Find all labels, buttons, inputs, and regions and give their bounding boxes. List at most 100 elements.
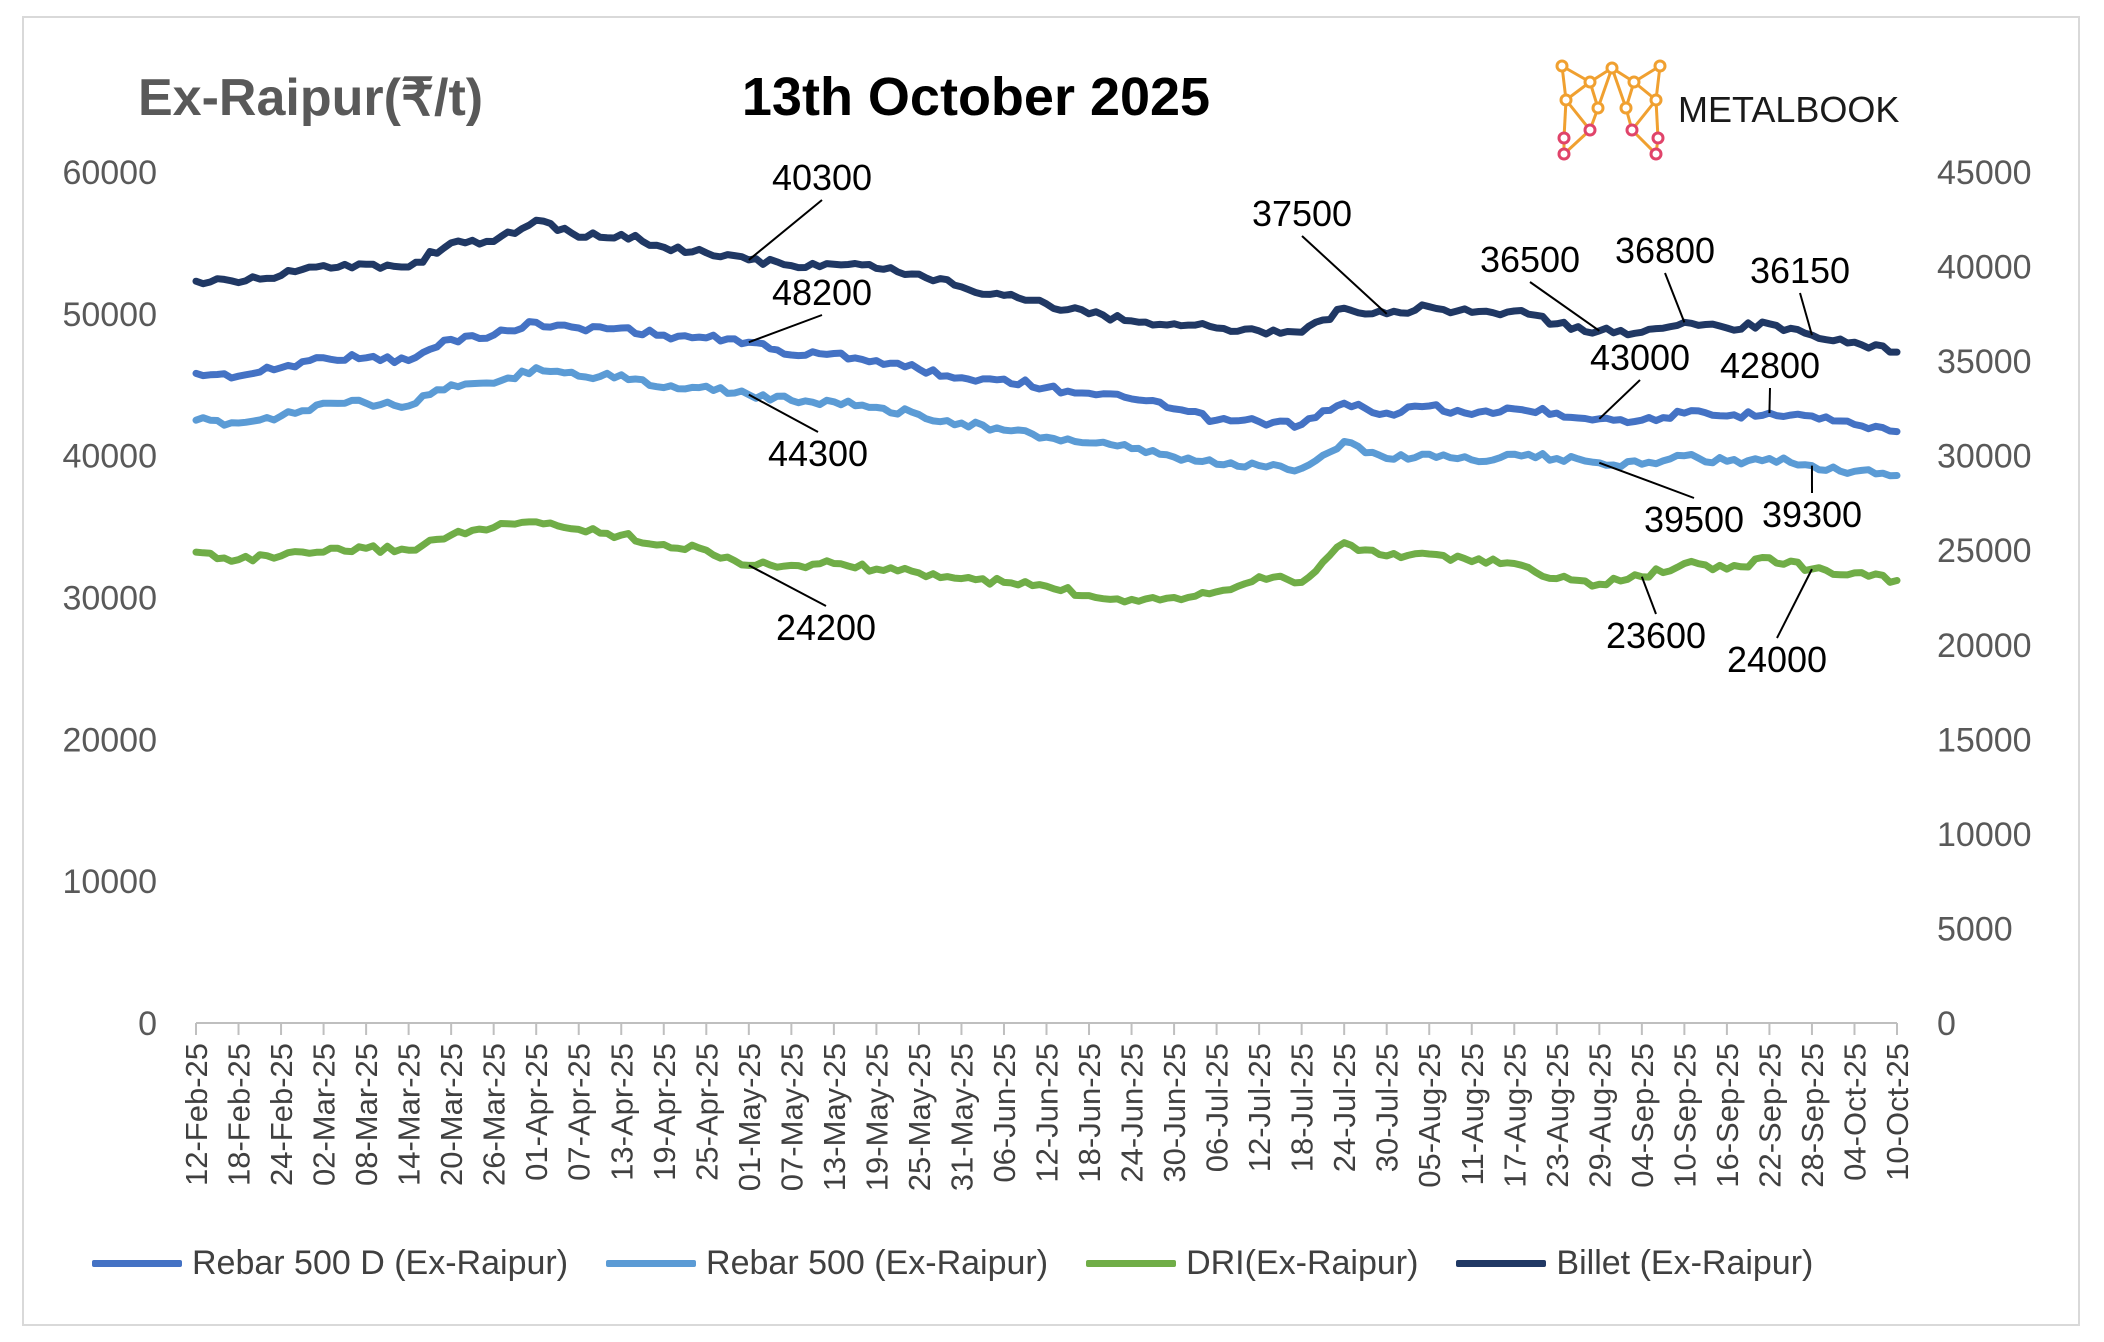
series-point [1768, 322, 1771, 325]
series-point [1853, 571, 1856, 574]
series-point [1130, 598, 1133, 601]
logo-node [1651, 131, 1665, 145]
legend-label: Billet (Ex-Raipur) [1556, 1244, 1814, 1282]
x-tick-label: 07-Apr-25 [562, 1043, 597, 1181]
data-label: 48200 [772, 272, 872, 313]
y-right-tick-label: 45000 [1937, 154, 2032, 192]
brand-name: METALBOOK [1678, 89, 1899, 130]
series-point [1002, 429, 1005, 432]
series-point [1428, 453, 1431, 456]
logo-node [1619, 101, 1633, 115]
series-point [1725, 460, 1728, 463]
series-point [450, 534, 453, 537]
series-point [1513, 309, 1516, 312]
series-point [1896, 474, 1898, 477]
series-point [237, 558, 240, 561]
x-tick-label: 24-Jul-25 [1327, 1043, 1362, 1172]
series-point [577, 375, 580, 378]
series-point [1002, 378, 1005, 381]
x-tick-label: 28-Sep-25 [1795, 1043, 1830, 1188]
y-right-tick-label: 5000 [1937, 910, 2013, 948]
annotation-leader [1799, 292, 1813, 336]
series-point [960, 376, 963, 379]
data-label: 36800 [1615, 230, 1715, 271]
x-tick-label: 11-Aug-25 [1455, 1043, 1490, 1185]
series-point [280, 554, 283, 557]
series-point [1896, 579, 1898, 582]
annotation-leader [1640, 576, 1657, 615]
series-point [790, 564, 793, 567]
series-point [1173, 407, 1176, 410]
series-point [620, 373, 623, 376]
annotation-layer: 40300 48200 44300 24200 37500 36500 36800 36150… [748, 157, 1862, 680]
legend-label: DRI(Ex-Raipur) [1186, 1244, 1419, 1282]
series-point [917, 571, 920, 574]
series-point [832, 400, 835, 403]
x-tick-label: 12-Feb-25 [179, 1043, 214, 1186]
annotation-leader [748, 564, 827, 607]
series-point [1045, 302, 1048, 305]
legend-item-dri[interactable]: DRI(Ex-Raipur) [1086, 1244, 1418, 1283]
x-tick-label: 25-May-25 [902, 1043, 937, 1191]
y-left-tick-label: 50000 [62, 296, 157, 334]
x-tick-label: 07-May-25 [774, 1043, 809, 1191]
x-tick-label: 24-Feb-25 [264, 1043, 299, 1186]
y-left-tick-label: 10000 [62, 863, 157, 901]
series-point [1725, 327, 1728, 330]
series-point [1470, 560, 1473, 563]
series-point [450, 383, 453, 386]
series-point [1343, 440, 1346, 443]
x-tick-label: 18-Feb-25 [222, 1043, 257, 1186]
series-point [1640, 331, 1643, 334]
x-tick-label: 01-Apr-25 [519, 1043, 554, 1181]
x-tick-label: 12-Jul-25 [1242, 1043, 1277, 1172]
series-point [1853, 423, 1856, 426]
chart-title: 13th October 2025 [742, 67, 1210, 127]
series-point [917, 273, 920, 276]
series-point [1130, 319, 1133, 322]
x-tick-label: 26-Mar-25 [477, 1043, 512, 1186]
series-point [960, 285, 963, 288]
series-point [577, 528, 580, 531]
series-point [1640, 419, 1643, 422]
annotation-leader [1768, 387, 1771, 414]
series-point [705, 385, 708, 388]
series-point [1130, 447, 1133, 450]
series-point [535, 366, 538, 369]
series-point [1470, 458, 1473, 461]
x-tick-label: 30-Jun-25 [1157, 1043, 1192, 1183]
data-label: 37500 [1252, 193, 1352, 234]
metalbook-logo: METALBOOK [1555, 59, 1899, 161]
series-point [960, 422, 963, 425]
series-point [1258, 329, 1261, 332]
series-point [620, 233, 623, 236]
series-point [1215, 590, 1218, 593]
series-point [1555, 322, 1558, 325]
legend-swatch [92, 1260, 182, 1267]
legend-swatch [606, 1260, 697, 1267]
legend-item-rebar-500[interactable]: Rebar 500 (Ex-Raipur) [606, 1244, 1048, 1283]
legend-item-rebar-500d[interactable]: Rebar 500 D (Ex-Raipur) [92, 1244, 568, 1283]
legend-label: Rebar 500 D (Ex-Raipur) [192, 1244, 569, 1282]
legend-item-billet[interactable]: Billet (Ex-Raipur) [1456, 1244, 1813, 1283]
series-point [1768, 457, 1771, 460]
series-point [1258, 464, 1261, 467]
series-point [1343, 402, 1346, 405]
y-right-tick-label: 20000 [1937, 627, 2032, 665]
series-point [1598, 583, 1601, 586]
series-point [322, 264, 325, 267]
legend-label: Rebar 500 (Ex-Raipur) [706, 1244, 1049, 1282]
data-label: 39500 [1644, 499, 1744, 540]
series-point [620, 327, 623, 330]
series-point [1002, 294, 1005, 297]
series-point [1173, 596, 1176, 599]
right-axis: 0 5000 10000 15000 20000 25000 30000 35000 40000… [1937, 154, 2032, 1043]
series-point [917, 413, 920, 416]
y-left-tick-label: 0 [138, 1005, 157, 1043]
logo-node [1591, 101, 1605, 115]
series-point [1513, 562, 1516, 565]
left-axis: 0 10000 20000 30000 40000 50000 60000 [62, 154, 157, 1043]
y-right-tick-label: 35000 [1937, 343, 2032, 381]
series-point [1343, 541, 1346, 544]
